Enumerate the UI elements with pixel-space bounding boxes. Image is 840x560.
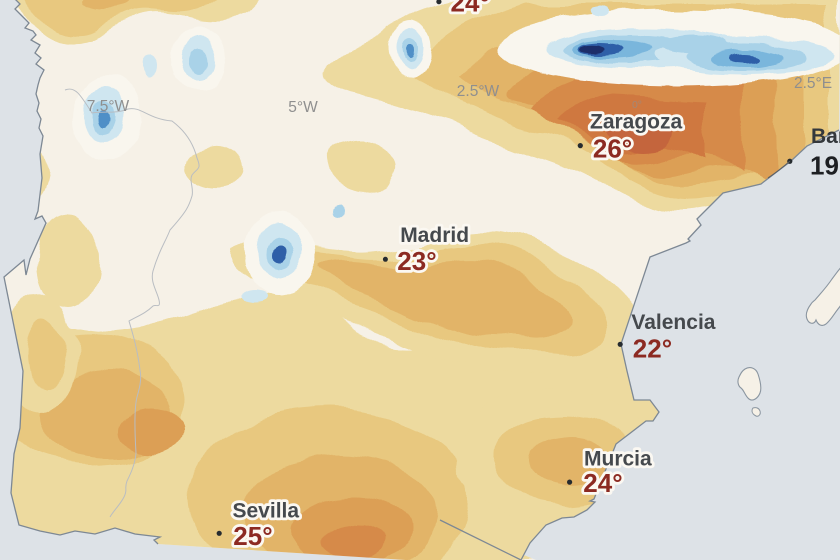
svg-text:25°: 25° [233,521,272,551]
svg-text:Sevilla: Sevilla [233,500,300,523]
svg-text:7.5°W: 7.5°W [87,98,130,115]
svg-text:Madrid: Madrid [400,224,469,247]
svg-text:2.5°W: 2.5°W [457,83,500,100]
svg-text:2.5°E: 2.5°E [794,75,832,92]
svg-text:5°W: 5°W [288,99,318,116]
svg-text:Barc: Barc [811,125,840,148]
svg-text:Valencia: Valencia [631,311,715,334]
svg-text:23°: 23° [397,246,436,276]
svg-text:24°: 24° [451,0,490,17]
svg-text:19°: 19° [810,150,840,180]
svg-text:Zaragoza: Zaragoza [590,111,683,134]
svg-text:22°: 22° [633,334,672,364]
svg-text:26°: 26° [593,134,632,164]
svg-text:24°: 24° [583,468,622,498]
svg-text:0°: 0° [632,99,642,111]
svg-text:Murcia: Murcia [584,447,652,470]
